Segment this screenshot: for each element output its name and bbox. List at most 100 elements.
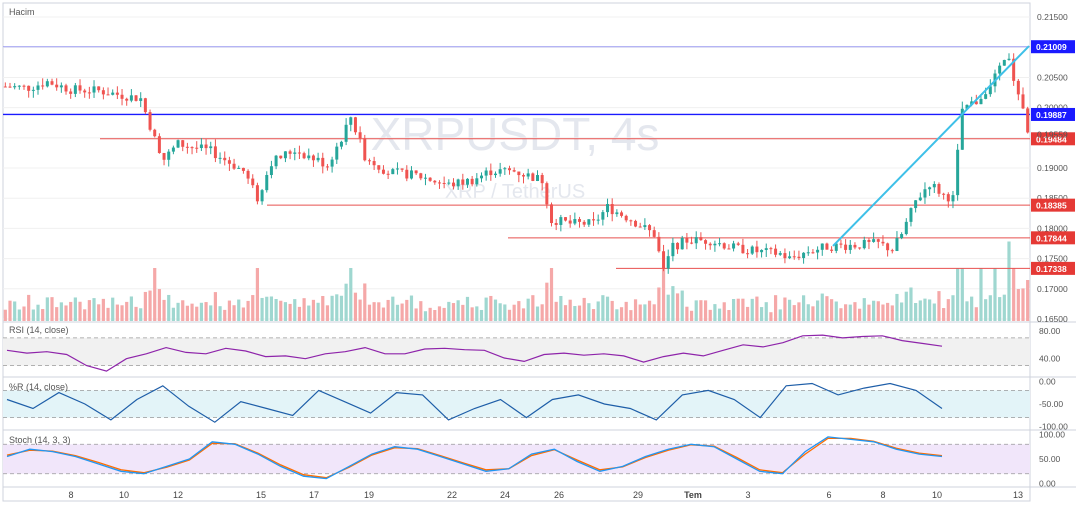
- candle-body: [629, 220, 633, 222]
- volume-bar: [358, 299, 362, 321]
- time-axis-label: 19: [364, 490, 374, 500]
- volume-bar: [517, 301, 521, 321]
- candle-body: [853, 244, 857, 248]
- volume-bar: [41, 309, 45, 321]
- candle-body: [59, 85, 63, 88]
- candle-body: [578, 219, 582, 222]
- candle-body: [311, 155, 315, 161]
- candle-body: [106, 94, 110, 96]
- volume-bar: [801, 295, 806, 321]
- candle-body: [288, 151, 292, 154]
- candle-body: [769, 248, 773, 250]
- volume-bar: [204, 302, 208, 321]
- volume-bar: [470, 307, 474, 321]
- volume-bar: [624, 301, 628, 321]
- horizontal-levels[interactable]: [3, 46, 1030, 269]
- volume-bar: [629, 310, 633, 321]
- volume-bar: [437, 306, 442, 321]
- candle-body: [433, 180, 437, 183]
- wr-axis-label: 0.00: [1039, 376, 1056, 386]
- rsi-line: [6, 334, 943, 372]
- candle-body: [190, 147, 194, 149]
- volume-bar: [232, 305, 236, 321]
- candle-body: [923, 189, 927, 198]
- candle-body: [895, 238, 899, 251]
- candle-body: [447, 182, 451, 184]
- candle-body: [479, 175, 483, 179]
- volume-bar: [227, 300, 232, 321]
- volume-bar: [22, 306, 26, 321]
- candle-body: [568, 220, 572, 224]
- volume-bar: [143, 291, 147, 321]
- volume-bar: [512, 304, 516, 321]
- volume-bar: [974, 307, 978, 321]
- candle-body: [199, 144, 203, 149]
- volume-bar: [465, 296, 470, 321]
- candle-body: [69, 91, 73, 94]
- time-axis-label: 17: [309, 490, 319, 500]
- candle-body: [648, 225, 652, 231]
- volume-bar: [283, 302, 288, 321]
- volume-bar: [125, 301, 129, 321]
- volume-bar: [484, 297, 488, 321]
- candle-body: [736, 243, 740, 245]
- volume-bar: [129, 296, 133, 321]
- candle-body: [643, 225, 647, 228]
- volume-bar: [335, 294, 339, 321]
- candle-body: [101, 90, 105, 95]
- volume-bars: [3, 241, 1030, 321]
- candle-body: [783, 253, 787, 259]
- candle-body: [185, 146, 189, 148]
- volume-bar: [587, 303, 591, 321]
- volume-bar: [386, 299, 390, 321]
- candle-body: [811, 252, 815, 254]
- candle-body: [998, 65, 1002, 74]
- volume-bar: [970, 296, 974, 321]
- candle-body: [550, 204, 554, 224]
- candle-body: [914, 200, 918, 209]
- price-level-badge: [1031, 107, 1075, 121]
- candle-body: [405, 169, 409, 179]
- volume-bar: [414, 308, 418, 321]
- candle-body: [237, 167, 241, 169]
- time-axis[interactable]: 8 10 12 15 17 19 22 24 26 29 Tem 3 6 8 10 13: [68, 490, 1023, 500]
- price-tick-label: 0.19000: [1037, 163, 1068, 173]
- candle-body: [517, 171, 521, 176]
- candle-body: [363, 138, 367, 161]
- volume-bar: [87, 300, 91, 321]
- volume-bar: [638, 304, 642, 321]
- volume-bar: [928, 299, 932, 321]
- volume-bar: [741, 298, 745, 321]
- volume-bar: [171, 307, 175, 321]
- volume-bar: [1016, 289, 1020, 321]
- price-axis[interactable]: 0.21500 0.20500 0.20000 0.19000 0.18500 0.180…: [1031, 12, 1075, 489]
- candle-body: [750, 246, 754, 254]
- volume-bar: [769, 312, 773, 321]
- volume-bar: [839, 308, 843, 321]
- candle-body: [904, 221, 908, 235]
- candle-body: [839, 243, 843, 245]
- volume-bar: [918, 300, 922, 321]
- volume-bar: [31, 309, 35, 321]
- volume-bar: [531, 295, 535, 321]
- candle-body: [671, 242, 675, 257]
- candle-body: [606, 204, 610, 213]
- volume-bar: [167, 294, 171, 321]
- time-axis-label: 6: [826, 490, 831, 500]
- wr-label: %R (14, close): [9, 382, 68, 392]
- candle-body: [297, 152, 301, 154]
- candle-body: [153, 129, 157, 137]
- volume-bar: [713, 304, 717, 321]
- candle-body: [241, 167, 245, 171]
- volume-bar: [942, 308, 946, 321]
- price-level-badge: [1031, 261, 1075, 275]
- candle-body: [414, 170, 418, 174]
- trendline[interactable]: [832, 45, 1030, 247]
- volume-bar: [960, 268, 964, 321]
- volume-bar: [764, 302, 768, 321]
- volume-bar: [582, 297, 586, 321]
- volume-bar: [381, 307, 386, 321]
- volume-bar: [330, 295, 334, 321]
- volume-bar: [661, 268, 666, 321]
- candle-body: [367, 160, 371, 162]
